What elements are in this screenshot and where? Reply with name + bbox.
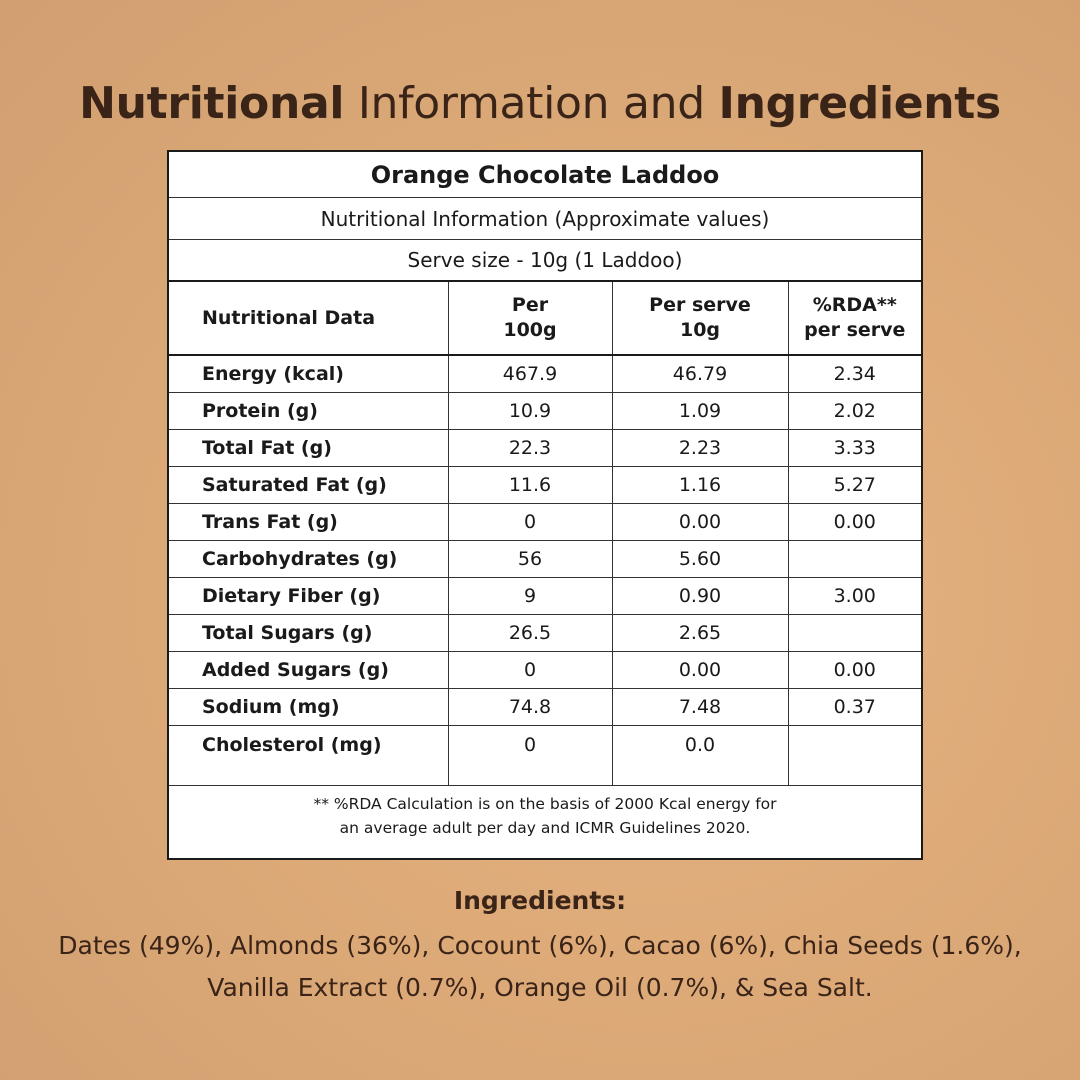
- header-rda-line1: %RDA**: [812, 294, 897, 316]
- nutrient-label: Carbohydrates (g): [169, 540, 448, 578]
- value-per-serve: 0.0: [611, 725, 788, 786]
- nutrient-label: Cholesterol (mg): [169, 725, 448, 786]
- header-per-serve-line1: Per serve: [649, 294, 751, 316]
- table-row: Protein (g) 10.9 1.09 2.02: [169, 392, 921, 430]
- header-rda: %RDA** per serve: [787, 282, 921, 356]
- value-per-100g: 9: [447, 577, 612, 615]
- nutrient-label: Total Fat (g): [169, 429, 448, 467]
- footnote-line-1: ** %RDA Calculation is on the basis of 2…: [313, 795, 777, 813]
- value-per-serve: 1.16: [611, 466, 788, 504]
- value-rda: 0.37: [787, 688, 921, 726]
- table-row: Dietary Fiber (g) 9 0.90 3.00: [169, 577, 921, 615]
- nutrient-label: Energy (kcal): [169, 355, 448, 393]
- ingredients-list: Dates (49%), Almonds (36%), Cocount (6%)…: [0, 925, 1080, 1009]
- page-title: Nutritional Information and Ingredients: [0, 76, 1080, 132]
- page-title-part-1: Nutritional: [79, 78, 345, 129]
- table-row: Cholesterol (mg) 0 0.0: [169, 725, 921, 786]
- header-rda-line2: per serve: [804, 319, 906, 341]
- nutrition-card: Orange Chocolate Laddoo Nutritional Info…: [167, 150, 923, 860]
- table-row: Sodium (mg) 74.8 7.48 0.37: [169, 688, 921, 726]
- header-nutritional-data: Nutritional Data: [169, 282, 448, 356]
- header-per-serve-line2: 10g: [679, 319, 721, 341]
- nutrient-label: Total Sugars (g): [169, 614, 448, 652]
- header-per-100g-line2: 100g: [503, 319, 557, 341]
- value-rda: [787, 725, 921, 786]
- table-row: Total Fat (g) 22.3 2.23 3.33: [169, 429, 921, 467]
- value-rda: [787, 540, 921, 578]
- table-row: Energy (kcal) 467.9 46.79 2.34: [169, 355, 921, 393]
- ingredients-line-2: Vanilla Extract (0.7%), Orange Oil (0.7%…: [207, 973, 873, 1002]
- nutrient-label: Added Sugars (g): [169, 651, 448, 689]
- value-rda: 0.00: [787, 503, 921, 541]
- value-per-100g: 0: [447, 725, 612, 786]
- table-row: Trans Fat (g) 0 0.00 0.00: [169, 503, 921, 541]
- value-rda: 3.00: [787, 577, 921, 615]
- header-per-100g-line1: Per: [511, 294, 549, 316]
- value-rda: 2.34: [787, 355, 921, 393]
- table-row: Added Sugars (g) 0 0.00 0.00: [169, 651, 921, 689]
- footnote-line-2: an average adult per day and ICMR Guidel…: [339, 819, 751, 837]
- nutrient-label: Sodium (mg): [169, 688, 448, 726]
- value-per-100g: 22.3: [447, 429, 612, 467]
- product-name: Orange Chocolate Laddoo: [169, 152, 921, 198]
- nutrient-label: Trans Fat (g): [169, 503, 448, 541]
- value-per-100g: 10.9: [447, 392, 612, 430]
- page-title-part-3: Ingredients: [718, 78, 1002, 129]
- value-per-serve: 46.79: [611, 355, 788, 393]
- value-per-serve: 5.60: [611, 540, 788, 578]
- value-per-serve: 2.23: [611, 429, 788, 467]
- value-rda: 2.02: [787, 392, 921, 430]
- value-rda: 0.00: [787, 651, 921, 689]
- value-per-serve: 0.00: [611, 503, 788, 541]
- ingredients-heading: Ingredients:: [453, 886, 627, 915]
- nutrient-label: Dietary Fiber (g): [169, 577, 448, 615]
- page-title-part-2: Information and: [344, 78, 719, 129]
- header-per-100g: Per 100g: [447, 282, 612, 356]
- value-per-100g: 74.8: [447, 688, 612, 726]
- value-per-serve: 0.90: [611, 577, 788, 615]
- table-row: Carbohydrates (g) 56 5.60: [169, 540, 921, 578]
- value-per-serve: 0.00: [611, 651, 788, 689]
- value-per-100g: 56: [447, 540, 612, 578]
- value-per-100g: 0: [447, 503, 612, 541]
- nutrient-label: Protein (g): [169, 392, 448, 430]
- value-per-serve: 1.09: [611, 392, 788, 430]
- value-rda: [787, 614, 921, 652]
- value-per-100g: 467.9: [447, 355, 612, 393]
- value-rda: 3.33: [787, 429, 921, 467]
- nutrition-table: Nutritional Data Per 100g Per serve 10g …: [169, 282, 921, 786]
- value-per-100g: 26.5: [447, 614, 612, 652]
- rda-footnote: ** %RDA Calculation is on the basis of 2…: [169, 792, 921, 840]
- value-per-100g: 11.6: [447, 466, 612, 504]
- ingredients-line-1: Dates (49%), Almonds (36%), Cocount (6%)…: [58, 931, 1022, 960]
- value-rda: 5.27: [787, 466, 921, 504]
- serve-size: Serve size - 10g (1 Laddoo): [169, 240, 921, 282]
- value-per-serve: 2.65: [611, 614, 788, 652]
- nutrient-label: Saturated Fat (g): [169, 466, 448, 504]
- table-row: Saturated Fat (g) 11.6 1.16 5.27: [169, 466, 921, 504]
- header-per-serve: Per serve 10g: [611, 282, 788, 356]
- nutrition-info-subtitle: Nutritional Information (Approximate val…: [169, 198, 921, 240]
- value-per-serve: 7.48: [611, 688, 788, 726]
- table-row: Total Sugars (g) 26.5 2.65: [169, 614, 921, 652]
- value-per-100g: 0: [447, 651, 612, 689]
- table-header-row: Nutritional Data Per 100g Per serve 10g …: [169, 282, 921, 356]
